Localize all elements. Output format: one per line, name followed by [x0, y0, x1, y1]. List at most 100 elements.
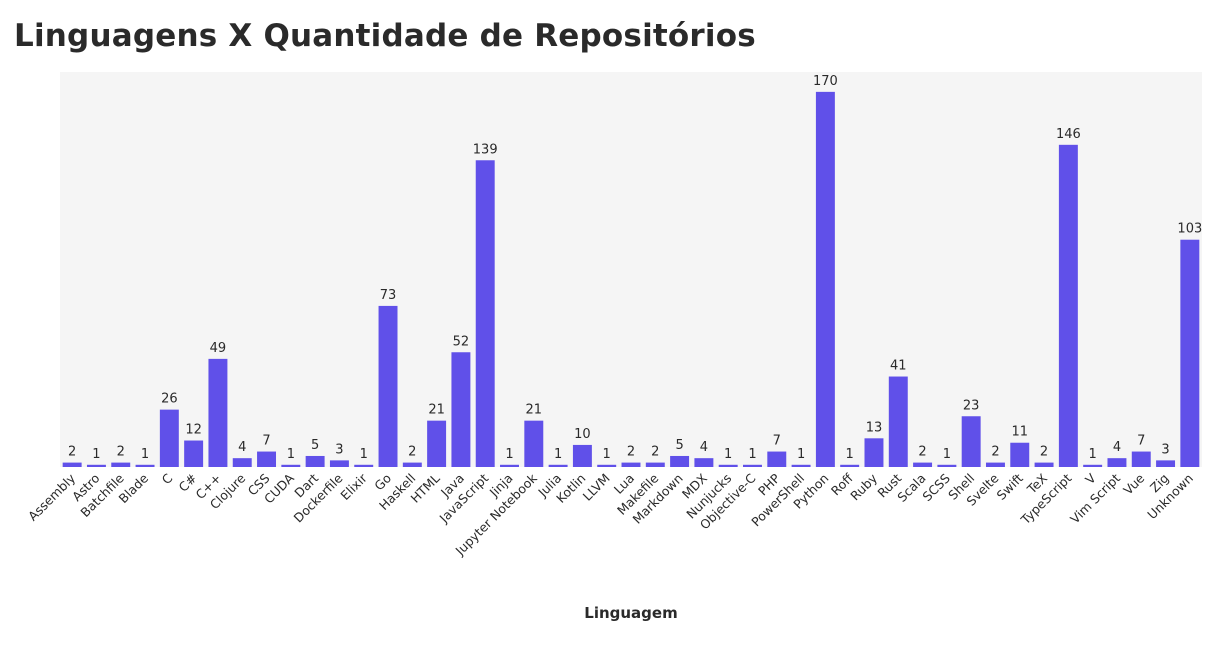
- bar-julia[interactable]: [548, 464, 568, 467]
- data-label: 11: [1011, 425, 1028, 440]
- data-label: 2: [991, 445, 999, 460]
- bar-unknown[interactable]: [1180, 239, 1200, 467]
- data-label: 2: [408, 445, 416, 460]
- data-label: 7: [1137, 434, 1145, 449]
- bar-zig[interactable]: [1156, 460, 1176, 467]
- data-label: 1: [92, 447, 100, 462]
- bar-c-[interactable]: [208, 358, 228, 467]
- bar-markdown[interactable]: [670, 455, 690, 467]
- bar-llvm[interactable]: [597, 464, 617, 467]
- data-label: 2: [1040, 445, 1048, 460]
- data-label: 2: [117, 445, 125, 460]
- bar-clojure[interactable]: [232, 458, 252, 467]
- bar-svelte[interactable]: [985, 462, 1005, 467]
- data-label: 1: [943, 447, 951, 462]
- chart-title: Linguagens X Quantidade de Repositórios: [14, 18, 756, 54]
- bar-python[interactable]: [815, 91, 835, 468]
- bar-rust[interactable]: [888, 376, 908, 467]
- bar-shell[interactable]: [961, 416, 981, 467]
- x-tick-label: C: [159, 470, 176, 487]
- bar-c[interactable]: [159, 409, 179, 467]
- bar-assembly[interactable]: [62, 462, 82, 467]
- data-label: 139: [473, 142, 498, 157]
- bar-jinja[interactable]: [500, 464, 519, 467]
- data-label: 103: [1177, 222, 1202, 237]
- data-label: 1: [360, 447, 368, 462]
- bar-vue[interactable]: [1131, 451, 1151, 467]
- bar-objective-c[interactable]: [743, 464, 762, 467]
- data-label: 4: [700, 440, 708, 455]
- x-tick-label: SCSS: [919, 470, 953, 504]
- bar-v[interactable]: [1083, 464, 1103, 467]
- data-label: 1: [287, 447, 295, 462]
- bar-mdx[interactable]: [694, 458, 714, 467]
- x-tick-label: LLVM: [580, 471, 613, 504]
- data-label: 1: [505, 447, 513, 462]
- bar-html[interactable]: [427, 420, 447, 467]
- bar-powershell[interactable]: [791, 464, 811, 467]
- bar-scss[interactable]: [937, 464, 957, 467]
- data-label: 2: [918, 445, 926, 460]
- bar-ruby[interactable]: [864, 438, 884, 467]
- bar-cuda[interactable]: [281, 464, 301, 467]
- plot-area: [60, 72, 1202, 467]
- bar-batchfile[interactable]: [111, 462, 131, 467]
- data-label: 2: [651, 445, 659, 460]
- data-label: 23: [963, 398, 980, 413]
- bar-makefile[interactable]: [645, 462, 665, 467]
- data-label: 21: [428, 403, 445, 418]
- x-axis-title: Linguagem: [584, 604, 678, 622]
- data-label: 3: [1161, 442, 1169, 457]
- data-label: 49: [210, 341, 227, 356]
- bar-vim-script[interactable]: [1107, 458, 1127, 467]
- bar-lua[interactable]: [621, 462, 641, 467]
- bar-c-[interactable]: [184, 440, 204, 467]
- bar-elixir[interactable]: [354, 464, 374, 467]
- data-label: 73: [380, 288, 397, 303]
- data-label: 1: [846, 447, 854, 462]
- data-label: 146: [1056, 127, 1081, 142]
- x-tick-label: Vue: [1120, 470, 1147, 497]
- data-label: 2: [68, 445, 76, 460]
- bar-tex[interactable]: [1034, 462, 1054, 467]
- data-label: 3: [335, 442, 343, 457]
- bar-scala[interactable]: [913, 462, 933, 467]
- data-label: 52: [453, 334, 470, 349]
- data-label: 1: [1089, 447, 1097, 462]
- bar-typescript[interactable]: [1058, 144, 1078, 467]
- bar-astro[interactable]: [86, 464, 106, 467]
- bar-dockerfile[interactable]: [329, 460, 349, 467]
- bar-php[interactable]: [767, 451, 787, 467]
- data-label: 1: [141, 447, 149, 462]
- data-label: 5: [675, 438, 683, 453]
- data-label: 26: [161, 392, 178, 407]
- bar-roff[interactable]: [840, 464, 860, 467]
- data-label: 2: [627, 445, 635, 460]
- data-label: 13: [866, 420, 883, 435]
- data-label: 1: [554, 447, 562, 462]
- bar-nunjucks[interactable]: [718, 464, 738, 467]
- bar-jupyter-notebook[interactable]: [524, 420, 544, 467]
- data-label: 10: [574, 427, 591, 442]
- bar-haskell[interactable]: [402, 462, 422, 467]
- bar-swift[interactable]: [1010, 442, 1030, 467]
- bar-css[interactable]: [257, 451, 277, 467]
- bar-kotlin[interactable]: [572, 444, 592, 467]
- data-label: 1: [748, 447, 756, 462]
- x-tick-label: Swift: [994, 470, 1026, 502]
- bar-java[interactable]: [451, 352, 471, 467]
- x-tick-label: Elixir: [337, 470, 370, 503]
- bar-go[interactable]: [378, 305, 398, 467]
- bar-blade[interactable]: [135, 464, 155, 467]
- data-label: 170: [813, 74, 838, 89]
- bar-dart[interactable]: [305, 455, 325, 467]
- data-label: 1: [603, 447, 611, 462]
- data-label: 21: [526, 403, 543, 418]
- data-label: 4: [238, 440, 246, 455]
- data-label: 7: [262, 434, 270, 449]
- data-label: 4: [1113, 440, 1121, 455]
- data-label: 1: [724, 447, 732, 462]
- data-label: 41: [890, 359, 907, 374]
- bar-javascript[interactable]: [475, 160, 495, 467]
